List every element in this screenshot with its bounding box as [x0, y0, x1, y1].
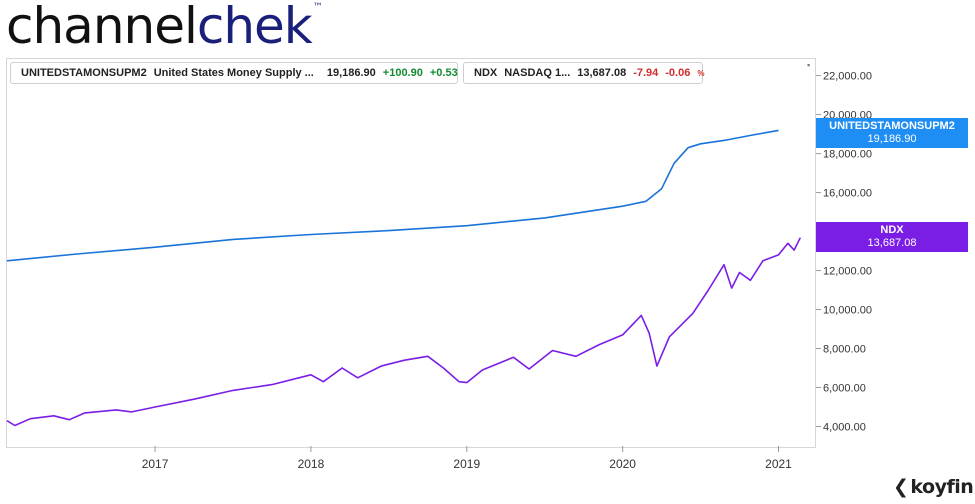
legend-percent-sign: %: [697, 69, 705, 78]
price-tag-ticker: NDX: [880, 224, 904, 236]
x-tick-label: 2017: [142, 457, 169, 471]
x-tick-label: 2021: [765, 457, 792, 471]
legend-ticker: UNITEDSTAMONSUPM2: [21, 67, 147, 79]
legend-change: +100.90: [382, 67, 423, 79]
y-tick-label: 18,000.00: [823, 149, 872, 161]
y-tick-label: 8,000.00: [823, 344, 866, 356]
price-tag-money-supply: UNITEDSTAMONSUPM2 19,186.90: [816, 118, 968, 148]
brand-text-part2: chek: [196, 0, 313, 55]
series-line-ndx: [6, 237, 802, 427]
legend-item-money-supply[interactable]: UNITEDSTAMONSUPM2 United States Money Su…: [10, 62, 472, 84]
y-tick-label: 10,000.00: [823, 305, 872, 317]
y-tick-label: 6,000.00: [823, 383, 866, 395]
brand-text-part1: channel: [6, 0, 198, 55]
plot-frame: [6, 58, 816, 448]
y-tick-label: 22,000.00: [823, 71, 872, 83]
legend-ticker: NDX: [474, 67, 498, 79]
trademark-mark: ™: [312, 2, 323, 13]
x-tick-label: 2018: [298, 457, 325, 471]
x-tick-label: 2020: [609, 457, 636, 471]
legend-last-value: 19,186.90: [326, 67, 376, 79]
koyfin-k-icon: ❮: [893, 476, 909, 498]
koyfin-logo: ❮ koyfin: [893, 476, 974, 498]
legend-item-ndx[interactable]: NDX NASDAQ 1... 13,687.08 -7.94 -0.06%: [463, 62, 704, 84]
legend-percent: -0.06%: [665, 67, 704, 79]
price-tag-ndx: NDX 13,687.08: [816, 222, 968, 252]
price-tag-value: 13,687.08: [867, 237, 917, 249]
dots-icon[interactable]: ▪: [807, 60, 811, 70]
legend-series-name: United States Money Supply ...: [153, 67, 314, 79]
legend-percent-value: +0.53: [429, 67, 458, 79]
price-tag-value: 19,186.90: [867, 133, 917, 145]
price-tag-ticker: UNITEDSTAMONSUPM2: [829, 120, 955, 132]
series-line-money-supply: [6, 129, 779, 262]
legend-last-value: 13,687.08: [577, 67, 627, 79]
channelchek-logo: channelchek™: [6, 0, 323, 55]
y-tick-label: 16,000.00: [823, 188, 872, 200]
y-tick-label: 4,000.00: [823, 422, 866, 434]
legend-percent-value: -0.06: [665, 67, 691, 79]
legend-series-name: NASDAQ 1...: [504, 67, 571, 79]
y-tick-label: 12,000.00: [823, 266, 872, 278]
x-tick-label: 2019: [453, 457, 480, 471]
koyfin-logo-text: koyfin: [910, 476, 974, 498]
legend-change: -7.94: [633, 67, 659, 79]
